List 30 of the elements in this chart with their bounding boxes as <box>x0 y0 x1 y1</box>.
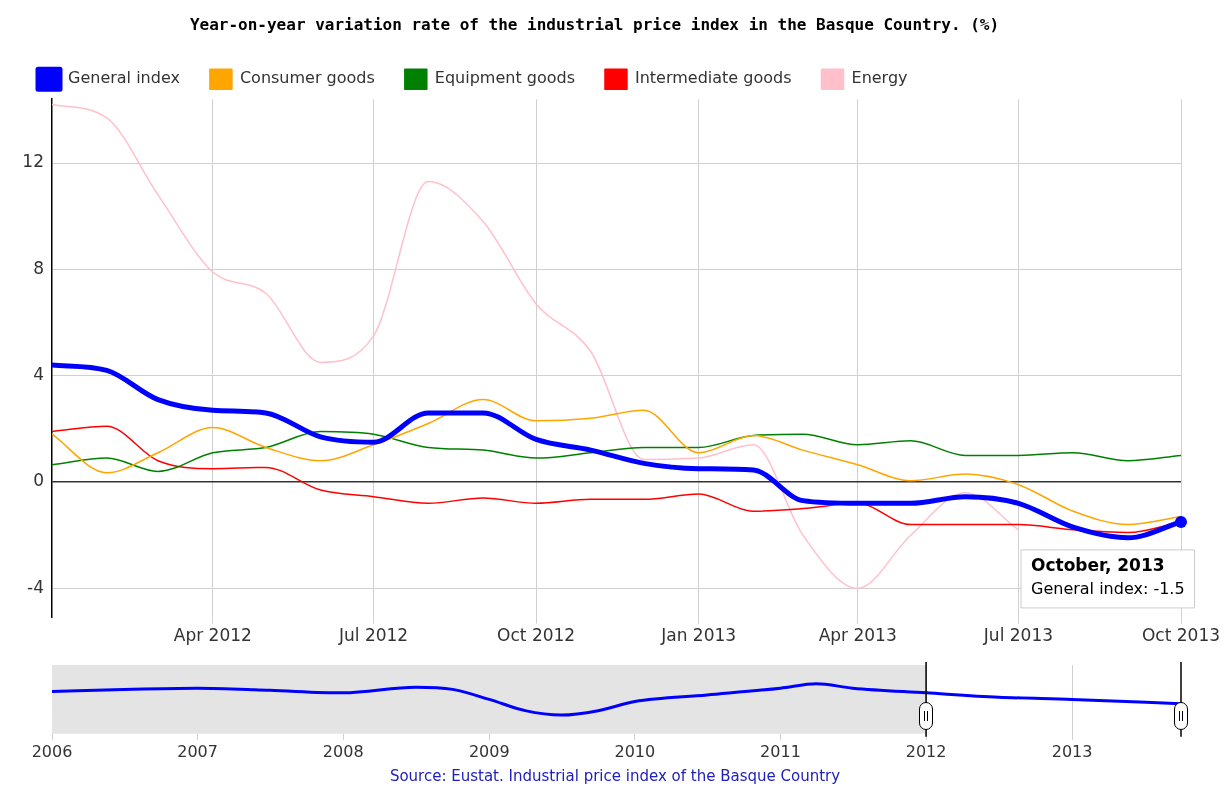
x-tick-label: Jul 2012 <box>337 625 409 646</box>
legend-label: Consumer goods <box>239 68 375 88</box>
line-series <box>52 103 1020 590</box>
legend-label: General index <box>68 68 180 88</box>
x-tick-label: Jul 2013 <box>982 625 1054 646</box>
source-note: Source: Eustat. Industrial price index of the Basque Country <box>388 767 842 785</box>
y-tick-label: -4 <box>27 576 44 597</box>
x-tick-label: 2013 <box>1051 741 1093 761</box>
x-tick-label: Jan 2013 <box>660 625 737 646</box>
line-series <box>52 430 1181 473</box>
x-tick-label: 2007 <box>177 741 218 761</box>
x-tick-label: 2009 <box>468 741 510 761</box>
x-tick-label: Oct 2012 <box>497 625 576 646</box>
x-tick-label: 2011 <box>760 741 801 761</box>
x-tick-label: 2006 <box>31 741 73 761</box>
legend-label: Energy <box>851 68 908 88</box>
x-tick-label: 2012 <box>905 741 947 761</box>
y-tick-label: 8 <box>33 257 44 278</box>
x-tick-label: Apr 2013 <box>818 625 897 646</box>
legend-label: Intermediate goods <box>634 68 792 88</box>
chart-title: Year-on-year variation rate of the industrial price index in the Basque Country. (%) <box>189 14 1000 34</box>
x-tick-label: Oct 2013 <box>1141 625 1221 646</box>
y-tick-label: 12 <box>22 151 44 172</box>
x-tick-label: 2008 <box>322 741 364 761</box>
x-tick-label: Apr 2012 <box>173 625 252 646</box>
y-tick-label: 4 <box>33 364 44 385</box>
x-tick-label: 2010 <box>614 741 656 761</box>
legend-label: Equipment goods <box>434 68 575 88</box>
annotation: October, 2013 General index: -1.5 <box>1031 554 1185 599</box>
y-tick-label: 0 <box>33 470 44 491</box>
